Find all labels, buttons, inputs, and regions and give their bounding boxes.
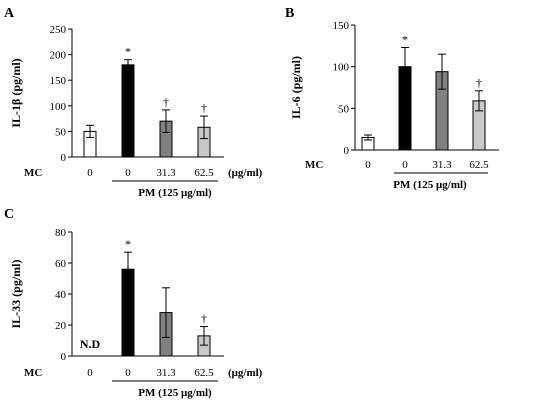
y-tick-label: 50 [55, 126, 67, 138]
bar [121, 64, 135, 158]
significance-mark: † [201, 101, 207, 115]
row-label: MC [24, 367, 42, 379]
significance-mark: † [476, 76, 482, 90]
group-label: PM (125 μg/ml) [138, 387, 212, 399]
not-detected-label: N.D [80, 337, 101, 351]
panel-label: C [4, 207, 14, 222]
y-tick-label: 0 [61, 152, 67, 164]
significance-mark: † [163, 95, 169, 109]
y-tick-label: 0 [61, 351, 67, 363]
x-tick-label: 31.3 [432, 159, 452, 171]
y-axis-title: IL-1β (pg/ml) [9, 58, 23, 127]
x-tick-label: 31.3 [156, 167, 176, 179]
y-axis-title: IL-33 (pg/ml) [9, 259, 23, 328]
x-tick-label: 0 [402, 159, 408, 171]
panel-c: C 0 20 40 60 80 IL-33 (pg/ml) N.D 0 * 0 31.3 † 62.5 MC… [4, 207, 263, 399]
y-tick-label: 80 [55, 227, 67, 239]
unit-label: (μg/ml) [228, 167, 263, 179]
unit-label: (μg/ml) [228, 367, 263, 379]
group-label: PM (125 μg/ml) [138, 187, 212, 199]
x-tick-label: 0 [365, 159, 371, 171]
significance-mark: * [125, 237, 131, 251]
y-tick-label: 40 [55, 289, 67, 301]
x-tick-label: 62.5 [194, 367, 214, 379]
y-tick-label: 250 [50, 24, 67, 36]
significance-mark: † [201, 312, 207, 326]
x-tick-label: 62.5 [469, 159, 489, 171]
y-tick-label: 20 [55, 320, 67, 332]
y-tick-label: 50 [338, 103, 350, 115]
y-tick-label: 150 [333, 20, 350, 32]
significance-mark: * [125, 45, 131, 59]
panel-label: A [4, 6, 15, 21]
y-tick-label: 0 [344, 145, 350, 157]
row-label: MC [24, 167, 42, 179]
x-tick-label: 0 [87, 167, 93, 179]
panel-label: B [285, 6, 294, 21]
group-label: PM (125 μg/ml) [393, 179, 467, 191]
y-tick-label: 200 [50, 50, 67, 62]
y-tick-label: 100 [333, 62, 350, 74]
x-tick-label: 31.3 [156, 367, 176, 379]
significance-mark: * [402, 33, 408, 47]
x-tick-label: 0 [87, 367, 93, 379]
y-tick-label: 100 [50, 101, 67, 113]
y-axis-title: IL-6 (pg/ml) [289, 56, 303, 119]
y-tick-label: 150 [50, 75, 67, 87]
x-tick-label: 0 [125, 167, 131, 179]
panel-b: B 0 50 100 150 IL-6 (pg/ml) 0 * 0 31.3 † 62.5 MC PM (… [285, 6, 499, 191]
y-tick-label: 60 [55, 258, 67, 270]
x-tick-label: 62.5 [194, 167, 214, 179]
panel-a: A 0 50 100 150 200 250 IL-1β (pg/ml) 0 * 0 † 31.3 † 62… [4, 6, 263, 199]
x-tick-label: 0 [125, 367, 131, 379]
row-label: MC [305, 159, 323, 171]
